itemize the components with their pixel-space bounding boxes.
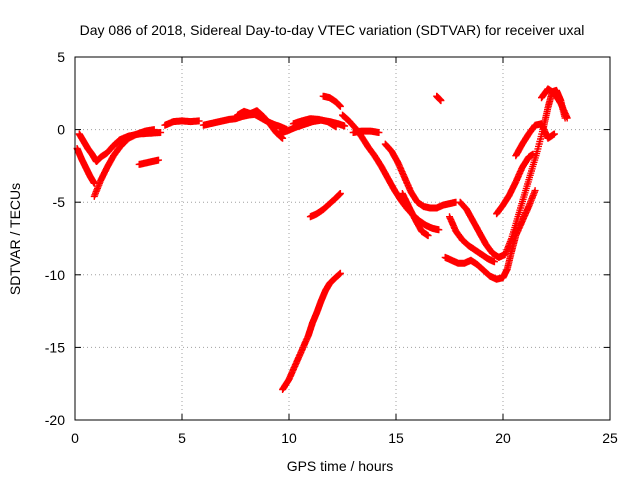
data-points xyxy=(73,85,571,393)
x-tick-label: 10 xyxy=(281,430,297,446)
axis-ticks: 0 5 10 15 20 25 -20 -15 -10 -5 0 5 xyxy=(45,49,618,446)
series-arc-early-4 xyxy=(135,156,162,168)
x-tick-label: 15 xyxy=(388,430,404,446)
plot-border xyxy=(74,56,611,421)
y-tick-label: 0 xyxy=(57,122,65,138)
grid-lines xyxy=(75,57,610,420)
series-arc-day xyxy=(161,117,203,129)
y-tick-label: -20 xyxy=(45,412,65,428)
series-arc-afternoon-3 xyxy=(381,140,460,212)
x-tick-label: 25 xyxy=(602,430,618,446)
x-tick-label: 0 xyxy=(71,430,79,446)
series-arc-evening-3 xyxy=(441,187,539,283)
x-tick-label: 20 xyxy=(495,430,511,446)
series-arc-afternoon-4 xyxy=(398,190,432,240)
y-tick-label: -5 xyxy=(53,194,66,210)
series-arc-evening-7 xyxy=(538,85,571,122)
series-arc-low xyxy=(279,269,344,393)
y-axis-label: SDTVAR / TECUs xyxy=(7,183,23,295)
series-arc-evening-2 xyxy=(446,213,498,266)
series-arc-evening-4 xyxy=(456,86,569,261)
series-arc-evening-1 xyxy=(433,92,445,105)
x-tick-label: 5 xyxy=(178,430,186,446)
series-arc-mid xyxy=(306,190,344,221)
series-arc-afternoon-2 xyxy=(349,127,383,136)
series-arc-evening-5 xyxy=(493,150,537,218)
series-arc-early-2 xyxy=(73,145,98,187)
x-axis-label: GPS time / hours xyxy=(287,458,394,474)
y-tick-label: 5 xyxy=(57,49,65,65)
y-tick-label: -15 xyxy=(45,339,65,355)
y-tick-label: -10 xyxy=(45,267,65,283)
series-arc-noon-2 xyxy=(289,115,340,131)
series-arc-high xyxy=(319,92,344,110)
series-arc-early-3 xyxy=(90,126,158,200)
series-arc-evening-6 xyxy=(512,120,558,160)
chart-title: Day 086 of 2018, Sidereal Day-to-day VTE… xyxy=(80,22,585,38)
